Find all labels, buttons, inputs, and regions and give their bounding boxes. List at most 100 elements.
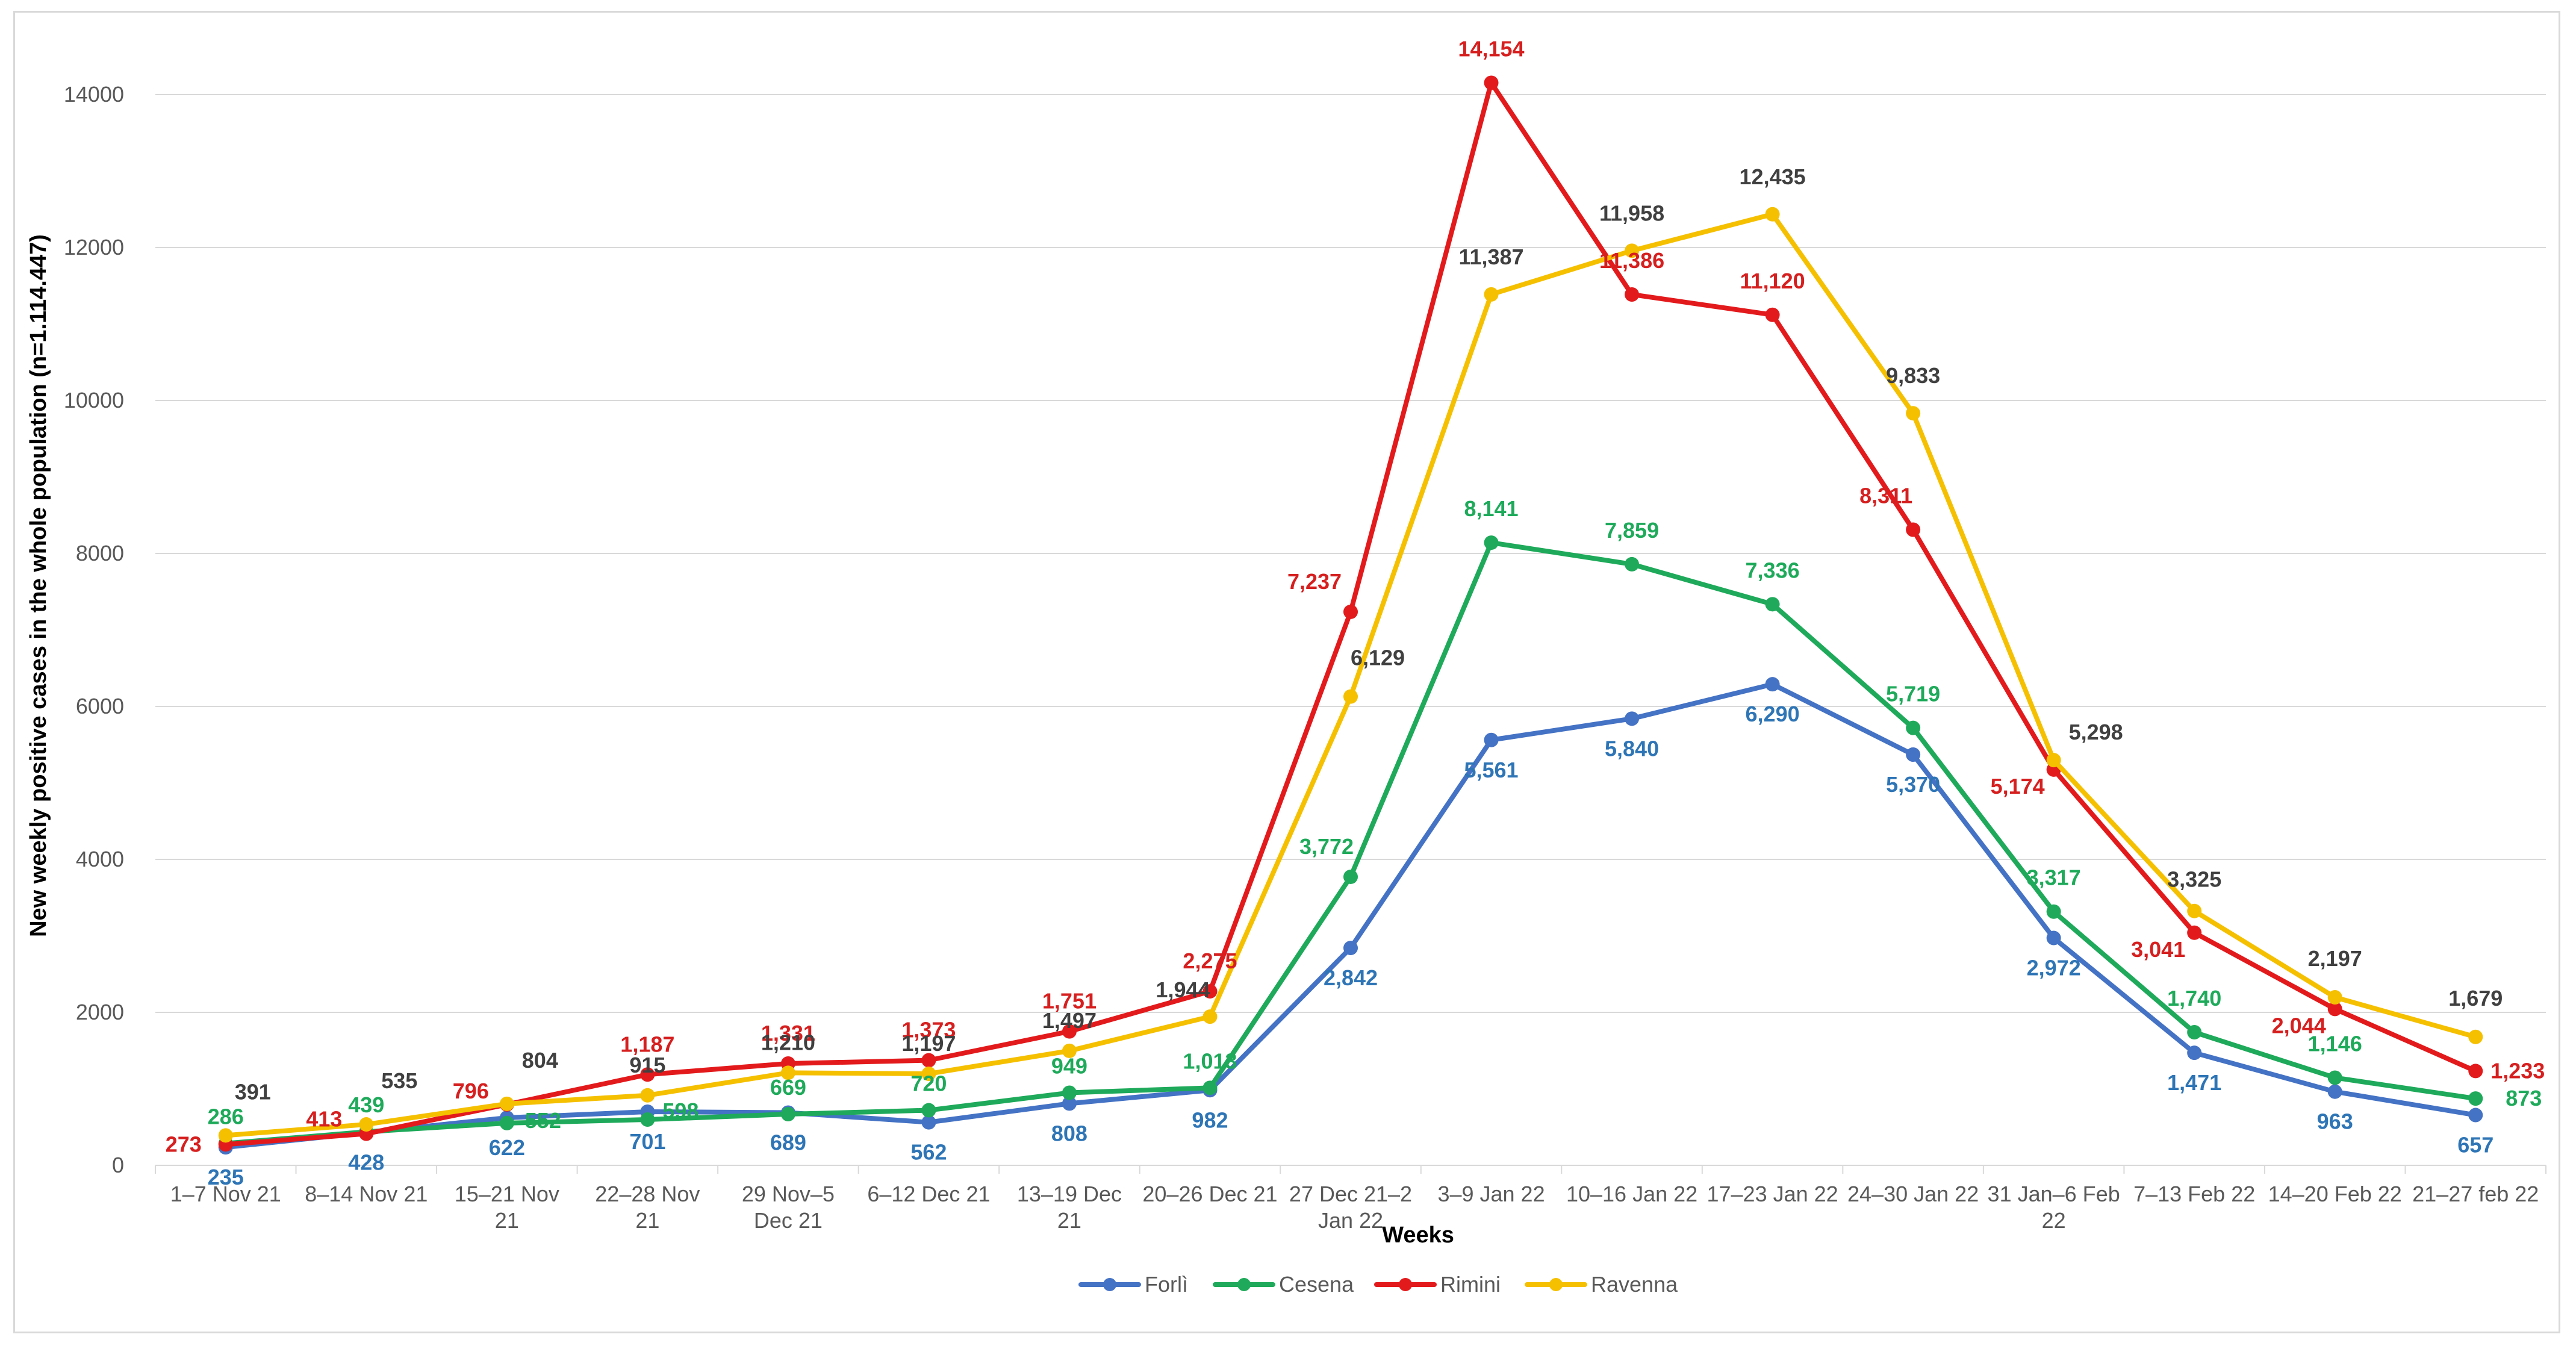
data-point [2327, 989, 2342, 1005]
data-label: 808 [1051, 1121, 1087, 1145]
data-label: 1,373 [901, 1018, 956, 1042]
legend-item-label: Forlì [1145, 1272, 1188, 1297]
data-label: 439 [348, 1092, 384, 1117]
y-tick-label: 0 [112, 1153, 124, 1177]
data-point [2187, 1045, 2202, 1061]
x-tick-label: 29 Nov–5 [742, 1182, 835, 1206]
data-point [2046, 753, 2061, 768]
legend-swatch-marker [1103, 1278, 1116, 1291]
y-tick-label: 14000 [64, 82, 124, 107]
data-point [1343, 941, 1358, 956]
data-label: 622 [489, 1135, 525, 1160]
data-label: 1,210 [761, 1030, 815, 1055]
data-label: 5,840 [1605, 736, 1659, 761]
data-label: 552 [525, 1108, 561, 1133]
data-point [1625, 711, 1640, 726]
x-tick-label: 13–19 Dec [1017, 1182, 1122, 1206]
data-label: 3,041 [2131, 937, 2185, 962]
data-point [1202, 1009, 1218, 1024]
data-label: 413 [306, 1107, 342, 1132]
data-label: 1,197 [901, 1031, 956, 1056]
data-label: 1,146 [2308, 1031, 2362, 1056]
chart-frame [13, 11, 2560, 1333]
data-label: 11,387 [1458, 245, 1523, 269]
data-label: 7,336 [1746, 558, 1800, 582]
data-point [1062, 1085, 1077, 1100]
x-tick-label: 17–23 Jan 22 [1706, 1182, 1838, 1206]
data-point [1343, 869, 1358, 884]
data-label: 949 [1051, 1053, 1087, 1078]
data-point [2468, 1108, 2483, 1123]
series-line-ravenna [223, 211, 2478, 1138]
data-label: 273 [166, 1132, 202, 1156]
x-tick-label: 31 Jan–6 Feb [1988, 1182, 2120, 1206]
data-point [2046, 904, 2061, 919]
data-label: 7,237 [1287, 569, 1342, 594]
data-label: 562 [910, 1140, 947, 1165]
data-point [921, 1066, 936, 1081]
data-point [921, 1103, 936, 1118]
data-label: 535 [381, 1068, 417, 1093]
data-label: 9,833 [1886, 363, 1940, 388]
y-axis-title: New weekly positive cases in the whole p… [26, 234, 51, 937]
data-label: 235 [208, 1165, 244, 1189]
data-point [1062, 1096, 1077, 1111]
data-label: 1,233 [2490, 1058, 2545, 1083]
y-tick-label: 4000 [76, 847, 124, 871]
data-label: 3,325 [2167, 867, 2221, 892]
data-point [1906, 406, 1921, 421]
data-label: 11,958 [1599, 201, 1664, 225]
data-point [1625, 556, 1640, 572]
data-label: 286 [208, 1104, 244, 1129]
x-tick-label: 21 [635, 1208, 659, 1233]
data-point [1484, 732, 1499, 747]
data-label: 804 [522, 1048, 558, 1073]
data-label: 669 [770, 1075, 806, 1100]
legend-swatch-marker [1399, 1278, 1412, 1291]
data-label: 2,197 [2308, 946, 2362, 971]
y-tick-label: 12000 [64, 235, 124, 260]
data-label: 1,740 [2167, 986, 2221, 1011]
x-tick-label: 3–9 Jan 22 [1437, 1182, 1545, 1206]
y-tick-label: 10000 [64, 388, 124, 413]
data-label: 391 [235, 1079, 271, 1104]
data-label: 6,129 [1351, 646, 1405, 670]
data-point [1906, 522, 1921, 537]
x-tick-label: 7–13 Feb 22 [2133, 1182, 2255, 1206]
data-point [2046, 930, 2061, 946]
series-line-forl [223, 682, 2478, 1150]
data-label: 1,497 [1042, 1008, 1097, 1033]
x-tick-label: 21 [495, 1208, 519, 1233]
data-label: 2,972 [2027, 956, 2081, 980]
data-label: 689 [770, 1130, 806, 1154]
data-point [499, 1115, 514, 1130]
data-point [1343, 604, 1358, 619]
data-label: 915 [629, 1053, 665, 1077]
data-point [1484, 535, 1499, 550]
legend-swatch-marker [1237, 1278, 1251, 1291]
data-point [2327, 1002, 2342, 1017]
data-label: 5,298 [2069, 720, 2123, 744]
data-point [1484, 75, 1499, 90]
data-point [218, 1128, 233, 1143]
data-label: 1,187 [620, 1032, 674, 1056]
x-tick-label: 22 [2042, 1208, 2066, 1233]
data-label: 873 [2506, 1086, 2542, 1111]
data-label: 963 [2317, 1109, 2353, 1134]
data-label: 5,561 [1464, 758, 1518, 782]
data-point [640, 1088, 655, 1103]
data-point [359, 1117, 374, 1132]
data-point [499, 1096, 514, 1111]
y-tick-label: 8000 [76, 541, 124, 565]
data-label: 1,944 [1156, 977, 1210, 1002]
legend-item-label: Ravenna [1591, 1272, 1678, 1297]
data-point [1484, 287, 1499, 302]
x-tick-label: Jan 22 [1318, 1208, 1383, 1233]
data-point [2468, 1064, 2483, 1079]
x-tick-label: 14–20 Feb 22 [2268, 1182, 2402, 1206]
x-tick-label: 10–16 Jan 22 [1566, 1182, 1697, 1206]
x-tick-label: 1–7 Nov 21 [170, 1182, 281, 1206]
x-tick-label: 24–30 Jan 22 [1847, 1182, 1979, 1206]
data-label: 1,013 [1183, 1048, 1237, 1073]
data-point [1625, 287, 1640, 302]
